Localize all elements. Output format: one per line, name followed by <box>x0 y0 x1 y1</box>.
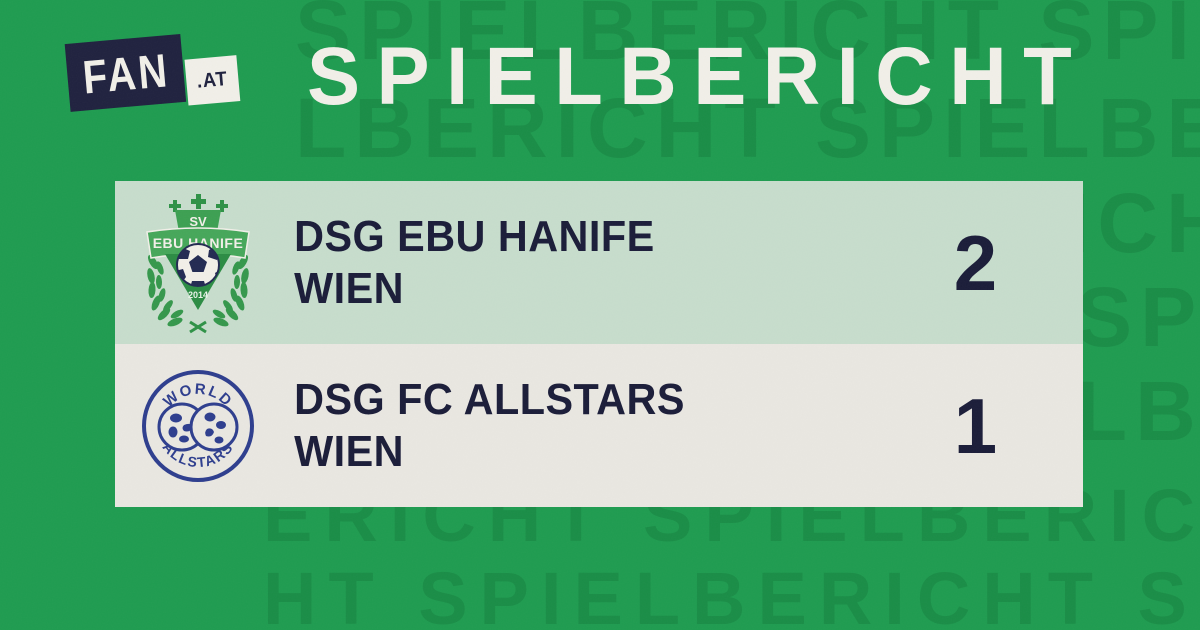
home-team-name: DSG EBU HANIFE WIEN <box>281 211 833 315</box>
watermark-text-line: HT SPIELBERICHT S <box>263 557 1199 630</box>
fanat-logo-at-box: .AT <box>184 55 241 106</box>
fanat-logo-fan-text: FAN <box>80 42 171 104</box>
crest-crosses-icon <box>169 193 228 212</box>
home-team-score: 2 <box>953 218 998 307</box>
crest-sv-label: SV <box>189 214 207 229</box>
fanat-logo: FAN .AT <box>60 20 258 136</box>
team-row-away: WORLD ALLSTARS <box>115 344 1083 507</box>
world-allstars-logo: WORLD ALLSTARS <box>142 369 254 482</box>
fanat-logo-fan-box: FAN <box>64 33 187 112</box>
fanat-logo-at-text: .AT <box>195 68 229 93</box>
away-logo-cell: WORLD ALLSTARS <box>115 367 281 485</box>
crest-founded-year: 2014 <box>188 290 208 300</box>
page-title: SPIELBERICHT <box>307 31 1089 122</box>
home-logo-cell: SV EBU HANIFE <box>115 188 281 338</box>
away-team-name: DSG FC ALLSTARS WIEN <box>281 374 833 478</box>
away-team-score: 1 <box>953 381 998 470</box>
globe-footballs-icon <box>157 402 239 451</box>
home-team-name-line2: WIEN <box>294 263 405 313</box>
match-scorecard: SV EBU HANIFE <box>115 181 1083 507</box>
team-row-home: SV EBU HANIFE <box>115 181 1083 344</box>
ebu-hanife-crest-logo: SV EBU HANIFE <box>146 193 251 333</box>
laurel-stems-icon <box>189 320 207 333</box>
away-team-name-line1: DSG FC ALLSTARS <box>294 374 685 424</box>
home-team-name-line1: DSG EBU HANIFE <box>294 211 655 261</box>
away-team-name-line2: WIEN <box>294 426 405 476</box>
